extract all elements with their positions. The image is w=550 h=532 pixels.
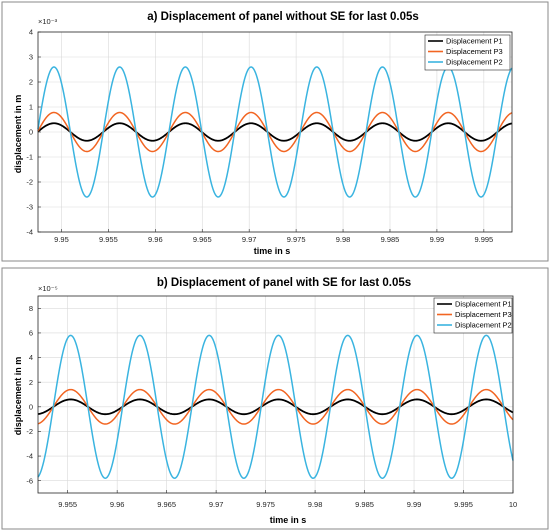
y-tick-label: -6 [26,476,33,485]
x-axis-label-a: time in s [254,246,291,256]
y-tick-label: 1 [29,103,33,112]
y-tick-label: 2 [29,78,33,87]
y-tick-label: -1 [26,153,33,162]
axes-box-b [37,295,514,494]
x-tick-label: 9.99 [407,500,422,509]
chart-title-b: b) Displacement of panel with SE for las… [157,277,411,289]
legend-entry-label: Displacement P2 [446,58,503,67]
y-tick-label: 4 [29,28,33,37]
legend-entry-label: Displacement P2 [455,321,512,330]
y-tick-label: -2 [26,427,33,436]
x-tick-label: 9.975 [256,500,275,509]
x-tick-label: 9.965 [193,235,212,244]
x-tick-label: 9.955 [99,235,118,244]
y-axis-label-a: displacement in m [13,95,23,174]
legend-entry-label: Displacement P3 [455,310,512,319]
x-tick-label: 9.965 [157,500,176,509]
x-tick-label: 9.99 [430,235,445,244]
y-tick-label: 0 [29,402,33,411]
y-tick-label: -4 [26,452,33,461]
x-tick-label: 9.95 [54,235,69,244]
x-tick-label: 9.995 [454,500,473,509]
x-tick-label: 10 [509,500,517,509]
x-tick-label: 9.98 [336,235,351,244]
y-exponent-label-b: ×10⁻⁵ [38,284,58,293]
x-tick-label: 9.98 [308,500,323,509]
x-tick-label: 9.96 [148,235,163,244]
x-axis-label-b: time in s [270,515,307,525]
chart-a: a) Displacement of panel without SE for … [13,11,513,256]
x-tick-label: 9.97 [209,500,224,509]
legend-entry-label: Displacement P1 [455,300,512,309]
axes-box-a [37,31,513,233]
y-tick-label: 6 [29,329,33,338]
x-tick-label: 9.985 [355,500,374,509]
x-tick-label: 9.96 [110,500,125,509]
series-line-displacement-p3 [37,111,513,153]
y-tick-label: 0 [29,128,33,137]
y-tick-label: -4 [26,228,33,237]
y-tick-label: -3 [26,203,33,212]
legend-entry-label: Displacement P3 [446,47,503,56]
x-tick-label: 9.985 [381,235,400,244]
y-exponent-label-a: ×10⁻³ [38,17,58,26]
legend-entry-label: Displacement P1 [446,37,503,46]
x-tick-label: 9.995 [474,235,493,244]
x-tick-label: 9.975 [287,235,306,244]
chart-title-a: a) Displacement of panel without SE for … [147,11,419,23]
y-tick-label: 8 [29,304,33,313]
y-axis-label-b: displacement in m [13,357,23,436]
y-tick-label: 4 [29,353,33,362]
x-tick-label: 9.97 [242,235,257,244]
series-line-displacement-p2 [37,66,513,198]
series-line-displacement-p2 [37,334,514,479]
y-tick-label: -2 [26,178,33,187]
y-tick-label: 2 [29,378,33,387]
x-tick-label: 9.955 [58,500,77,509]
chart-b: b) Displacement of panel with SE for las… [13,277,517,525]
y-tick-label: 3 [29,53,33,62]
